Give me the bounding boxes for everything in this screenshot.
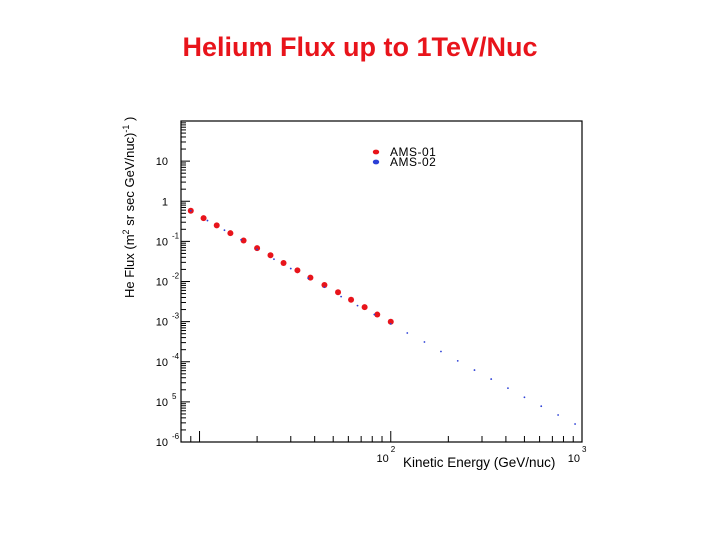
data-point-series-2 [189,209,192,212]
x-tick-label-exponent: 3 [582,445,587,454]
data-point-series-2 [240,238,243,241]
x-tick-label: 10 [377,453,389,465]
data-point-series-1 [361,304,368,311]
y-tick-label-exponent: -3 [172,312,180,321]
y-tick-label: 10 [156,236,168,248]
data-points [187,207,576,425]
y-axis-label: He Flux (m2 sr sec GeV/nuc)-1 ) [121,117,137,298]
data-point-series-2 [507,387,509,390]
data-point-series-2 [423,341,426,343]
data-point-series-2 [223,229,226,232]
y-axis-ticks [181,120,190,443]
data-point-series-2 [473,369,476,371]
data-point-series-2 [206,219,209,222]
data-point-series-2 [574,423,576,425]
y-axis-tick-labels: 10 1 10 -1 10 -2 10 -3 10 -4 10 5 10 -6 [156,156,180,449]
y-tick-label: 10 [156,277,168,289]
y-tick-label-exponent: -4 [172,352,180,361]
y-tick-label-exponent: -6 [172,432,180,441]
x-tick-label: 10 [568,453,580,465]
data-point-series-1 [200,215,207,222]
y-tick-label-exponent: -1 [172,231,180,240]
data-point-series-2 [490,378,493,380]
data-point-series-2 [440,350,442,353]
data-point-series-2 [256,248,258,251]
y-tick-label-exponent: 5 [172,392,177,401]
data-point-series-1 [374,311,381,318]
data-point-series-2 [307,277,310,280]
y-tick-label: 10 [156,317,168,329]
data-point-series-1 [387,318,394,325]
data-point-series-1 [348,296,355,303]
data-point-series-2 [557,414,560,416]
data-point-series-1 [335,289,342,296]
y-tick-label: 10 [156,397,168,409]
data-point-series-1 [307,274,314,281]
data-point-series-2 [356,304,359,307]
data-point-series-2 [289,267,292,270]
data-point-series-2 [540,405,543,408]
legend-label: AMS-02 [390,155,436,169]
data-point-series-1 [213,222,220,229]
data-point-series-2 [456,359,459,362]
data-point-series-1 [280,259,287,266]
y-tick-label-exponent: -2 [172,272,180,281]
data-point-series-2 [406,332,409,334]
data-point-series-1 [254,245,261,252]
x-axis-label: Kinetic Energy (GeV/nuc) [403,455,555,470]
data-point-series-1 [227,230,234,237]
data-point-series-1 [267,252,274,259]
y-tick-label: 10 [156,357,168,369]
legend-marker [372,159,380,165]
data-point-series-2 [523,396,526,399]
y-tick-label: 1 [162,196,168,208]
legend-marker [372,149,380,155]
legend-label: AMS-01 [390,145,436,159]
x-tick-label-exponent: 2 [391,445,396,454]
y-tick-label: 10 [156,156,168,168]
data-point-series-1 [294,267,301,274]
data-point-series-2 [273,258,275,261]
data-point-series-2 [389,322,392,325]
plot-frame [180,120,583,443]
data-point-series-1 [321,281,328,288]
x-axis-ticks [180,431,583,442]
data-point-series-2 [323,286,326,289]
y-tick-label: 10 [156,437,168,449]
data-point-series-1 [240,237,247,244]
data-point-series-2 [340,295,343,298]
data-point-series-2 [373,313,376,316]
slide-title: Helium Flux up to 1TeV/Nuc [182,32,538,62]
